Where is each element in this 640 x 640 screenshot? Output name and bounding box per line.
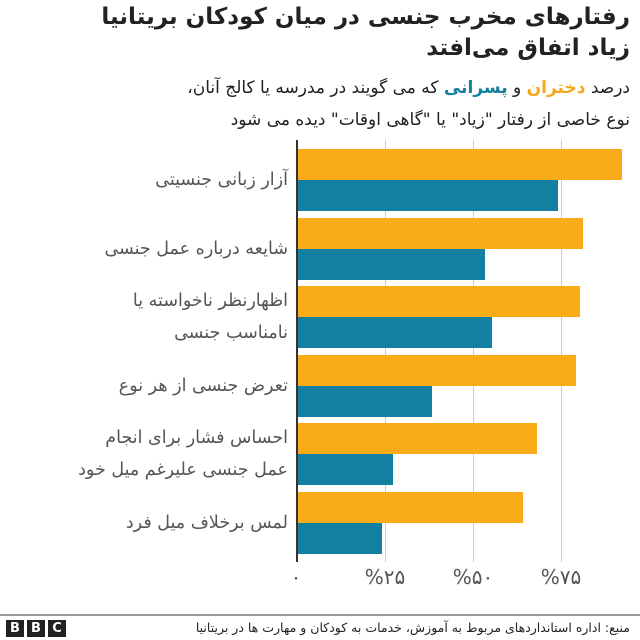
bar-girls-1 [298, 218, 583, 249]
gridline-50 [473, 140, 474, 562]
bbc-logo-b2: B [27, 620, 45, 637]
subtitle-prefix: درصد [585, 78, 630, 98]
category-label-line: عمل جنسی علیرغم میل خود [78, 460, 288, 480]
category-label-0: آزار زبانی جنسیتی [28, 164, 288, 196]
category-label-3: تعرض جنسی از هر نوع [28, 370, 288, 402]
bbc-logo-b1: B [6, 620, 24, 637]
subtitle-line2: نوع خاصی از رفتار "زیاد" یا "گاهی اوقات"… [230, 110, 630, 130]
gridline-75 [561, 140, 562, 562]
source-note: منبع: اداره استانداردهای مربوط به آموزش،… [195, 620, 630, 635]
bar-boys-4 [298, 454, 393, 485]
category-label-5: لمس برخلاف میل فرد [28, 507, 288, 539]
legend-girls: دختران [526, 78, 586, 98]
bar-boys-5 [298, 523, 382, 554]
category-label-line: شایعه درباره عمل جنسی [104, 239, 288, 259]
x-tick-0: ۰ [290, 565, 302, 589]
legend-boys: پسرانی [443, 78, 508, 98]
chart-title-line1: رفتارهای مخرب جنسی در میان کودکان بریتان… [101, 4, 630, 30]
category-label-line: تعرض جنسی از هر نوع [118, 376, 288, 396]
bar-girls-0 [298, 149, 622, 180]
bar-boys-1 [298, 249, 485, 280]
subtitle-line1: درصد دختران و پسرانی که می گویند در مدرس… [10, 72, 630, 104]
category-label-line: اظهارنظر ناخواسته یا [132, 291, 288, 311]
footer-divider [0, 614, 640, 616]
category-label-line: لمس برخلاف میل فرد [125, 513, 288, 533]
y-axis-line [296, 140, 298, 562]
category-label-1: شایعه درباره عمل جنسی [28, 233, 288, 265]
category-label-line: آزار زبانی جنسیتی [155, 170, 288, 190]
chart-subtitle: درصد دختران و پسرانی که می گویند در مدرس… [10, 72, 630, 136]
plot-area [296, 140, 626, 562]
category-label-line: احساس فشار برای انجام [105, 428, 288, 448]
bar-girls-5 [298, 492, 523, 523]
category-label-line: نامناسب جنسی [174, 323, 288, 343]
bar-boys-0 [298, 180, 558, 211]
subtitle-rest: که می گویند در مدرسه یا کالج آنان، [187, 78, 444, 98]
bbc-logo-c: C [48, 620, 66, 637]
x-tick-25: %۲۵ [364, 565, 406, 589]
bbc-logo: B B C [6, 620, 66, 637]
bar-boys-2 [298, 317, 492, 348]
bar-boys-3 [298, 386, 432, 417]
category-label-2: اظهارنظر ناخواسته یا نامناسب جنسی [28, 285, 288, 349]
subtitle-and: و [507, 78, 527, 98]
chart-title: رفتارهای مخرب جنسی در میان کودکان بریتان… [10, 2, 630, 64]
bar-girls-4 [298, 423, 537, 454]
gridline-25 [385, 140, 386, 562]
chart-title-line2: زیاد اتفاق می‌افتد [426, 35, 630, 61]
bar-girls-2 [298, 286, 580, 317]
x-tick-75: %۷۵ [540, 565, 582, 589]
category-label-4: احساس فشار برای انجام عمل جنسی علیرغم میل… [28, 422, 288, 486]
bar-girls-3 [298, 355, 576, 386]
x-tick-50: %۵۰ [452, 565, 494, 589]
